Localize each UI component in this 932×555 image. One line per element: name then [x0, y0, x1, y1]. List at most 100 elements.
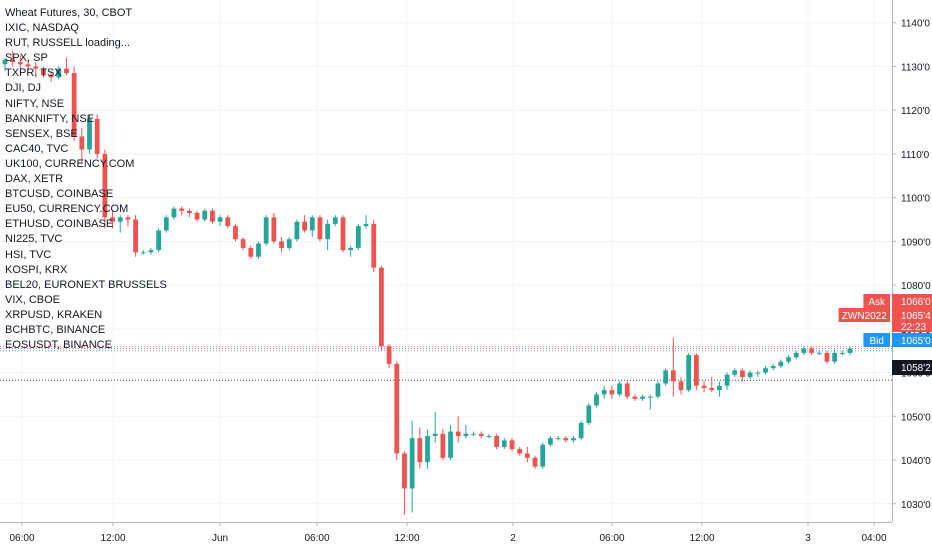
- candle: [847, 346, 853, 356]
- symbol-item[interactable]: EOSUSDT, BINANCE: [5, 339, 112, 352]
- symbol-item[interactable]: BANKNIFTY, NSE: [5, 112, 95, 125]
- x-tick-label: 3: [805, 533, 811, 544]
- symbol-item[interactable]: VIX, CBOE: [5, 293, 61, 306]
- candle-body: [839, 352, 845, 354]
- price-label-value-box: [892, 360, 932, 375]
- symbol-item[interactable]: XRPUSD, KRAKEN: [5, 308, 103, 321]
- candle: [2, 57, 8, 71]
- symbol-item[interactable]: SENSEX, BSE: [5, 127, 78, 140]
- candle: [33, 62, 39, 76]
- y-tick-label: 1050'0: [901, 412, 931, 423]
- candle: [632, 394, 638, 401]
- price-label-value-box: [892, 308, 932, 332]
- symbol-item[interactable]: BTCUSD, COINBASE: [5, 188, 114, 201]
- candle: [724, 372, 730, 391]
- candle-body: [148, 250, 154, 253]
- symbol-item[interactable]: HSI, TVC: [5, 248, 52, 261]
- candle: [317, 215, 323, 242]
- symbol-item[interactable]: TXPR, TSX: [5, 67, 62, 80]
- symbol-item[interactable]: DAX, XETR: [5, 173, 64, 186]
- symbol-item[interactable]: BCHBTC, BINANCE: [5, 323, 106, 336]
- symbol-item[interactable]: BEL20, EURONEXT BRUSSELS: [5, 278, 167, 291]
- candle-body: [740, 370, 745, 377]
- chart-title[interactable]: Wheat Futures, 30, CBOT: [5, 7, 133, 19]
- candle: [663, 368, 669, 386]
- candle: [709, 376, 715, 393]
- candle: [686, 352, 692, 393]
- candle-body: [678, 381, 684, 391]
- candle: [448, 425, 453, 461]
- candle: [517, 446, 523, 456]
- symbol-item[interactable]: KOSPI, KRX: [5, 263, 68, 276]
- candle: [140, 250, 146, 255]
- candle: [210, 208, 215, 224]
- candle-body: [417, 438, 423, 463]
- candle: [271, 212, 277, 244]
- candle-body: [225, 217, 231, 227]
- candle: [486, 433, 492, 439]
- symbol-item[interactable]: EU50, CURRENCY.COM: [5, 203, 129, 216]
- symbol-item[interactable]: UK100, CURRENCY.COM: [5, 157, 135, 170]
- grid: [0, 0, 892, 522]
- y-tick-label: 1080'0: [901, 281, 931, 292]
- y-tick-label: 1130'0: [901, 62, 930, 73]
- candle-body: [271, 217, 277, 242]
- candle-body: [555, 438, 561, 440]
- candle-body: [379, 267, 384, 347]
- candle: [455, 416, 461, 443]
- candle: [839, 350, 845, 356]
- candle-body: [632, 396, 638, 399]
- symbol-item[interactable]: NIFTY, NSE: [5, 97, 65, 110]
- candle-body: [571, 438, 576, 441]
- candle: [770, 363, 776, 371]
- candle-body: [517, 449, 523, 454]
- candle-body: [455, 431, 461, 436]
- symbol-item[interactable]: IXIC, NASDAQ: [5, 22, 79, 35]
- candle-body: [179, 208, 185, 211]
- candle-body: [202, 210, 208, 220]
- candle: [501, 438, 507, 450]
- candle: [163, 215, 169, 233]
- time-axis[interactable]: 06:00 12:00 Jun 06:00 12:00 2 06:00 12:00 3 04:00: [0, 522, 892, 544]
- candle: [325, 219, 331, 251]
- candle: [740, 368, 745, 382]
- symbol-list: IXIC, NASDAQ RUT, RUSSELL loading... SPX, …: [5, 21, 167, 353]
- legend: Wheat Futures, 30, CBOT IXIC, NASDAQ RUT,…: [5, 6, 167, 353]
- candle-body: [117, 217, 123, 222]
- price-label-value: 1066'0: [901, 297, 931, 308]
- candle-body: [332, 217, 338, 224]
- candle: [363, 215, 369, 229]
- symbol-item[interactable]: SPX, SP: [5, 52, 48, 65]
- candle-body: [717, 385, 722, 391]
- candle: [763, 366, 768, 375]
- x-tick-label: 12:00: [394, 533, 419, 544]
- symbol-item[interactable]: ETHUSD, COINBASE: [5, 218, 114, 231]
- candle-body: [524, 453, 530, 458]
- price-label-value-box: [892, 294, 932, 308]
- symbol-item[interactable]: NI225, TVC: [5, 233, 63, 246]
- candle-body: [770, 366, 776, 369]
- candle-body: [286, 239, 292, 248]
- symbol-item[interactable]: DJI, DJ: [5, 82, 42, 95]
- x-tick-label: Jun: [212, 533, 228, 544]
- candle: [71, 66, 77, 141]
- candle: [302, 215, 307, 233]
- price-axis[interactable]: 1140'0 1130'0 1120'0 1110'0 1100'0 1090'0 1080…: [892, 0, 931, 522]
- symbol-item[interactable]: CAC40, TVC: [5, 142, 69, 155]
- price-label-value: 1058'2: [901, 363, 931, 374]
- candle: [409, 420, 415, 513]
- price-label: 1065'422:23 ZWN2022: [838, 308, 932, 333]
- candle-body: [340, 217, 346, 251]
- candle-body: [786, 357, 791, 362]
- candle: [425, 429, 430, 469]
- candle: [440, 429, 446, 461]
- candle-body: [816, 352, 822, 354]
- candle-body: [809, 348, 814, 353]
- symbol-item[interactable]: RUT, RUSSELL loading...: [5, 37, 130, 50]
- candle: [64, 57, 69, 76]
- candle-body: [41, 68, 46, 76]
- candle-body: [217, 217, 223, 222]
- candle-body: [171, 208, 177, 218]
